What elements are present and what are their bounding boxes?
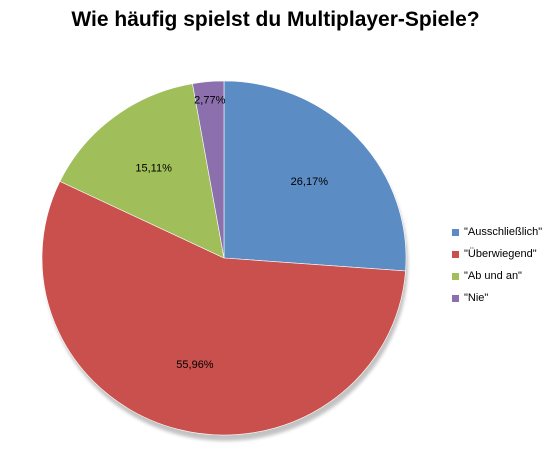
legend-swatch-3 bbox=[452, 294, 459, 302]
legend-label-0: "Ausschließlich" bbox=[464, 226, 543, 238]
legend-item-2: "Ab und an" bbox=[452, 265, 542, 287]
pie-slice-0 bbox=[223, 80, 407, 272]
pie-slice-3 bbox=[192, 80, 225, 259]
legend-item-0: "Ausschließlich" bbox=[452, 221, 542, 243]
legend-item-3: "Nie" bbox=[452, 287, 542, 309]
legend-label-1: "Überwiegend" bbox=[464, 248, 537, 260]
legend-label-3: "Nie" bbox=[464, 292, 489, 304]
legend: "Ausschließlich" "Überwiegend" "Ab und an"… bbox=[452, 221, 542, 309]
slice-data-label-1: 55,96% bbox=[176, 359, 214, 371]
slice-data-label-3: 2,77% bbox=[194, 94, 225, 106]
legend-swatch-2 bbox=[452, 272, 459, 280]
pie-slice-1 bbox=[41, 181, 406, 436]
legend-item-1: "Überwiegend" bbox=[452, 243, 542, 265]
chart-title: Wie häufig spielst du Multiplayer-Spiele… bbox=[71, 8, 480, 31]
slice-data-label-0: 26,17% bbox=[291, 176, 329, 188]
slice-data-label-2: 15,11% bbox=[135, 163, 172, 175]
pie-slice-2 bbox=[59, 83, 225, 259]
legend-swatch-0 bbox=[452, 228, 459, 236]
legend-swatch-1 bbox=[452, 250, 459, 258]
legend-label-2: "Ab und an" bbox=[464, 270, 522, 282]
